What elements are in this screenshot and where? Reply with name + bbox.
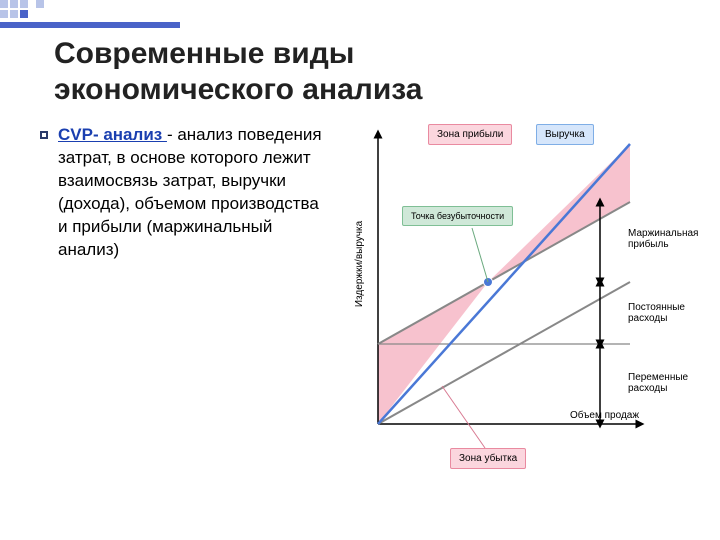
cvp-chart: Издержки/выручка Объем продаж Зона прибы…	[340, 124, 690, 484]
bullet-marker-icon	[40, 131, 48, 139]
x-axis-label: Объем продаж	[570, 410, 639, 421]
leader-loss	[442, 386, 485, 448]
title-line-1: Современные виды	[54, 37, 354, 70]
revenue-line	[378, 144, 630, 424]
y-axis-label: Издержки/выручка	[354, 220, 365, 307]
bullet-column: CVP- анализ - анализ поведения затрат, в…	[40, 124, 340, 262]
tag-revenue: Выручка	[536, 124, 594, 145]
tag-loss: Зона убытка	[450, 448, 526, 469]
title-line-2: экономического анализа	[54, 73, 422, 106]
bullet-rest: - анализ поведения затрат, в основе кото…	[58, 125, 322, 259]
leader-breakeven	[472, 228, 488, 282]
bullet-term: CVP- анализ	[58, 125, 167, 144]
label-fixed: Постоянныерасходы	[628, 302, 685, 324]
tag-profit: Зона прибыли	[428, 124, 512, 145]
loss-zone	[378, 282, 488, 424]
label-marginal: Маржинальнаяприбыль	[628, 228, 698, 250]
label-variable: Переменныерасходы	[628, 372, 688, 394]
slide-title: Современные виды экономического анализа	[54, 36, 422, 108]
tag-breakeven: Точка безубыточности	[402, 206, 513, 226]
bullet-text: CVP- анализ - анализ поведения затрат, в…	[58, 124, 332, 262]
slide-deco	[0, 0, 180, 30]
bullet-item: CVP- анализ - анализ поведения затрат, в…	[40, 124, 332, 262]
